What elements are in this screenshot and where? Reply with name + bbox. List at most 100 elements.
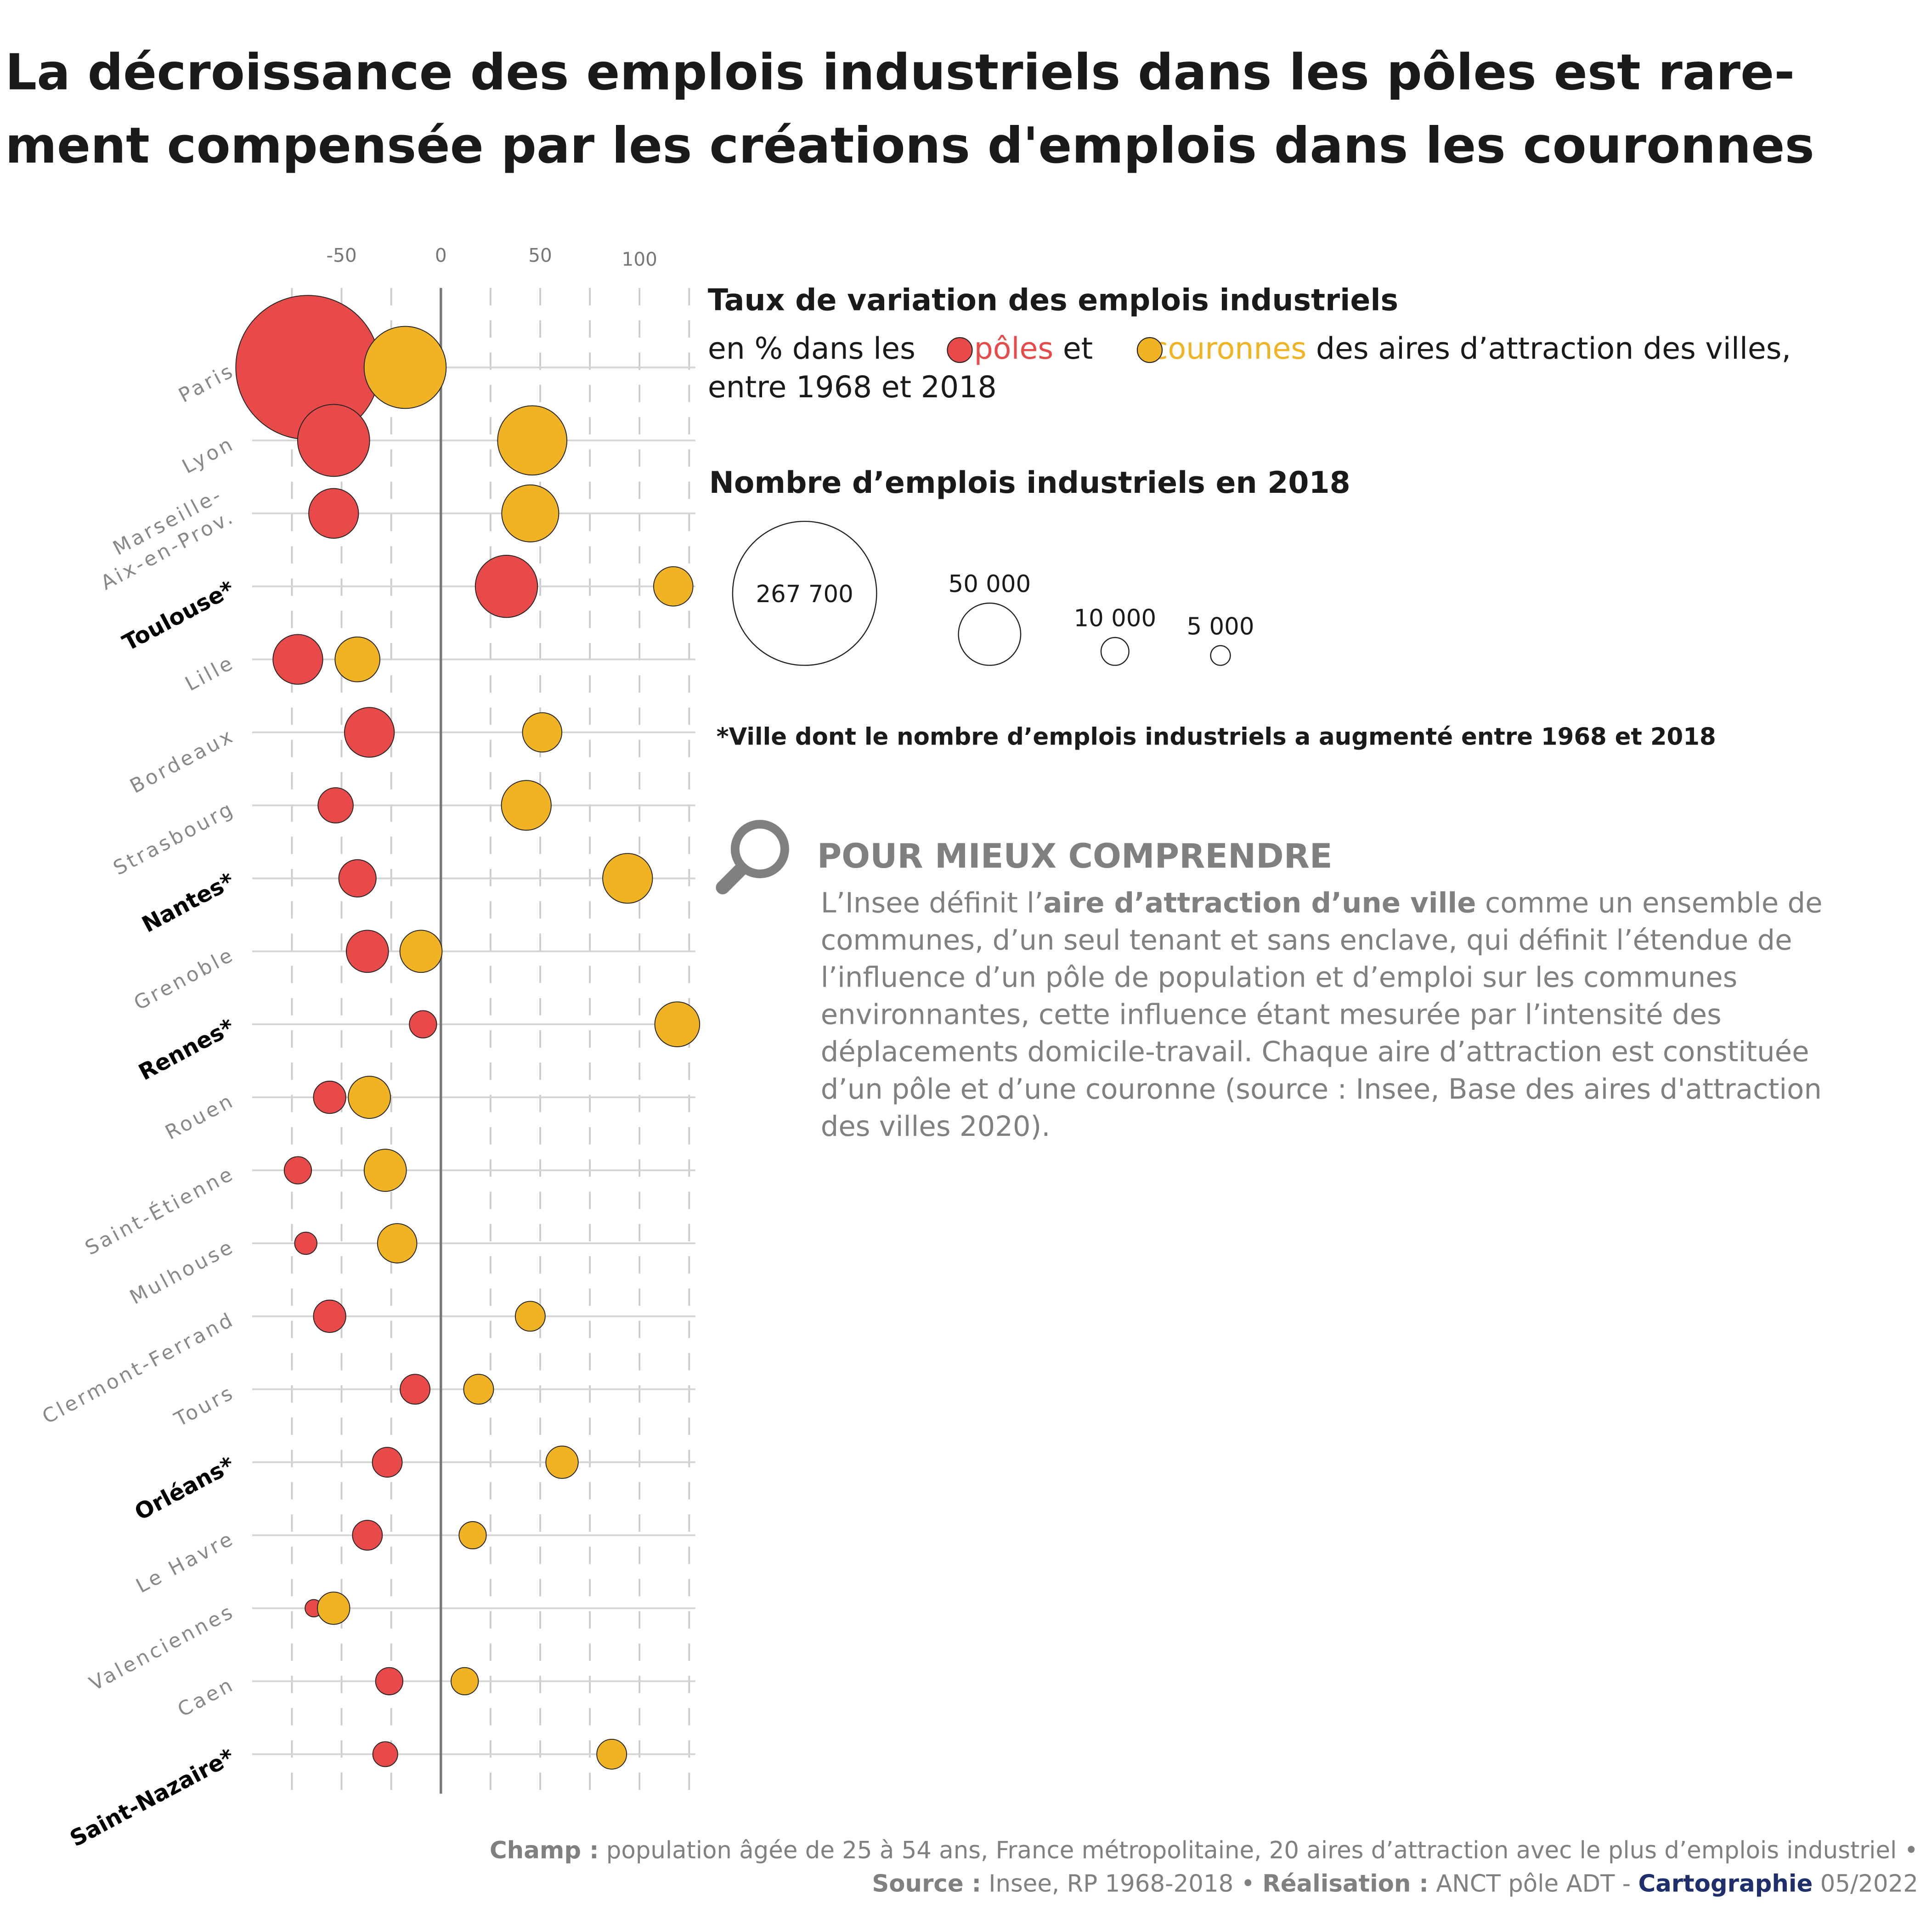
couronne-bubble bbox=[596, 1738, 627, 1770]
pole-bubble bbox=[313, 1299, 346, 1333]
city-label-group: Paris bbox=[175, 359, 238, 407]
couronne-bubble bbox=[545, 1445, 579, 1479]
x-tick-label: 100 bbox=[622, 248, 657, 270]
x-tick-label: 0 bbox=[435, 244, 447, 266]
legend: Taux de variation des emplois industriel… bbox=[708, 283, 1791, 751]
pole-bubble bbox=[283, 1156, 312, 1185]
city-label-group: Le Havre bbox=[132, 1527, 238, 1597]
size-legend-circle bbox=[732, 520, 877, 666]
size-legend-circle bbox=[958, 602, 1022, 666]
couronne-bubble bbox=[514, 1301, 546, 1332]
pmc-text-line: des villes 2020). bbox=[821, 1111, 1051, 1143]
couronne-bubble bbox=[363, 326, 447, 409]
legend-pole-swatch bbox=[947, 337, 973, 363]
pmc-text: L’Insee définit l’ bbox=[821, 887, 1044, 919]
legend-couronne-swatch bbox=[1136, 337, 1163, 363]
pmc-box: POUR MIEUX COMPRENDRE L’Insee définit l’… bbox=[716, 820, 1823, 1143]
city-label: Nantes* bbox=[138, 868, 238, 938]
pole-bubble bbox=[297, 404, 370, 477]
pmc-heading: POUR MIEUX COMPRENDRE bbox=[817, 837, 1333, 876]
couronne-bubble bbox=[602, 853, 653, 904]
city-label-group: Mulhouse bbox=[126, 1235, 239, 1309]
pmc-text-line: environnantes, cette influence étant mes… bbox=[821, 999, 1722, 1031]
footer-champ: Champ : population âgée de 25 à 54 ans, … bbox=[490, 1837, 1918, 1864]
couronne-bubble bbox=[451, 1667, 479, 1696]
city-label-group: Orléans* bbox=[130, 1452, 238, 1526]
couronne-bubble bbox=[522, 712, 563, 753]
title-line-2: ment compensée par les créations d'emplo… bbox=[5, 117, 1814, 175]
couronne-bubble bbox=[363, 1149, 407, 1192]
x-tick-label: 50 bbox=[528, 244, 552, 266]
size-legend-label: 50 000 bbox=[949, 570, 1031, 598]
pmc-text-line: l’influence d’un pôle de population et d… bbox=[821, 962, 1737, 994]
city-label-group: Grenoble bbox=[130, 943, 238, 1015]
legend-poles: pôles bbox=[974, 332, 1054, 366]
plot-area: -50 0 50 100 Paris LyonMarseille-Aix-en-Prov.… bbox=[39, 244, 700, 1852]
city-label-group: Lyon bbox=[179, 432, 238, 479]
couronne-bubble bbox=[501, 780, 552, 831]
footer-source: Source : Insee, RP 1968-2018 • Réalisati… bbox=[872, 1870, 1918, 1898]
pmc-text-bold: aire d’attraction d’une ville bbox=[1043, 887, 1476, 919]
city-label: Rouen bbox=[162, 1089, 238, 1145]
city-label-group: Toulouse* bbox=[119, 576, 239, 656]
size-legend-label: 10 000 bbox=[1074, 605, 1157, 632]
couronne-bubble bbox=[501, 484, 559, 542]
couronne-bubble bbox=[334, 636, 380, 683]
x-tick-label: -50 bbox=[327, 244, 357, 266]
city-label-group: Caen bbox=[174, 1673, 238, 1721]
legend-line-2: entre 1968 et 2018 bbox=[708, 370, 997, 405]
pole-bubble bbox=[400, 1374, 431, 1405]
pole-bubble bbox=[352, 1520, 383, 1551]
city-label: Saint-Nazaire* bbox=[66, 1744, 238, 1852]
size-legend-label: 5 000 bbox=[1187, 613, 1254, 640]
pole-bubble bbox=[409, 1010, 437, 1038]
city-label: Toulouse* bbox=[119, 576, 239, 656]
legend-line-1: en % dans les __ pôles et __ couronnes d… bbox=[708, 332, 1791, 366]
city-label: Tours bbox=[170, 1381, 238, 1432]
couronne-bubble bbox=[463, 1374, 494, 1405]
city-label-group: Rennes* bbox=[135, 1014, 239, 1086]
city-label-group: Saint-Nazaire* bbox=[66, 1744, 238, 1852]
city-label: Caen bbox=[174, 1673, 238, 1721]
couronne-bubble bbox=[317, 1591, 350, 1625]
pmc-text-line: communes, d’un seul tenant et sans encla… bbox=[821, 924, 1792, 956]
pole-bubble bbox=[313, 1080, 346, 1114]
pole-bubble bbox=[475, 555, 538, 618]
city-label-group: Marseille-Aix-en-Prov. bbox=[97, 483, 238, 595]
city-label: Lille bbox=[181, 651, 238, 696]
size-legend-label: 267 700 bbox=[756, 581, 853, 608]
city-label: Paris bbox=[175, 359, 238, 407]
legend-heading: Taux de variation des emplois industriel… bbox=[708, 283, 1398, 318]
city-label: Lyon bbox=[179, 432, 238, 479]
pole-bubble bbox=[372, 1447, 403, 1478]
size-legend-circle bbox=[1100, 637, 1130, 666]
pole-bubble bbox=[308, 488, 359, 539]
size-legend: 267 700 50 000 10 000 5 000 bbox=[732, 520, 1254, 666]
city-label-group: Nantes* bbox=[138, 868, 238, 938]
magnifier-icon bbox=[716, 820, 789, 895]
legend-note: *Ville dont le nombre d’emplois industri… bbox=[717, 723, 1716, 751]
city-label: Bordeaux bbox=[126, 724, 238, 798]
pole-bubble bbox=[345, 930, 389, 973]
city-label: Strasbourg bbox=[110, 797, 238, 880]
couronne-bubble bbox=[497, 405, 568, 476]
city-label: Grenoble bbox=[130, 943, 238, 1015]
pmc-text-line: d’un pôle et d’une couronne (source : In… bbox=[821, 1073, 1822, 1106]
title-line-1: La décroissance des emplois industriels … bbox=[5, 44, 1795, 102]
size-legend-heading: Nombre d’emplois industriels en 2018 bbox=[709, 466, 1350, 500]
pole-bubble bbox=[375, 1667, 404, 1696]
pole-bubble bbox=[272, 634, 323, 685]
pole-bubble bbox=[294, 1231, 317, 1255]
city-label: Orléans* bbox=[130, 1452, 238, 1526]
pole-bubble bbox=[317, 787, 354, 824]
pmc-text-line: déplacements domicile-travail. Chaque ai… bbox=[821, 1036, 1809, 1068]
pole-bubble bbox=[338, 859, 377, 897]
pole-bubble bbox=[344, 707, 395, 758]
city-label-group: Bordeaux bbox=[126, 724, 238, 798]
couronne-bubble bbox=[654, 1001, 700, 1047]
city-label: Mulhouse bbox=[126, 1235, 239, 1309]
couronne-bubble bbox=[653, 566, 694, 607]
couronne-bubble bbox=[399, 930, 443, 973]
city-label: Le Havre bbox=[132, 1527, 238, 1597]
